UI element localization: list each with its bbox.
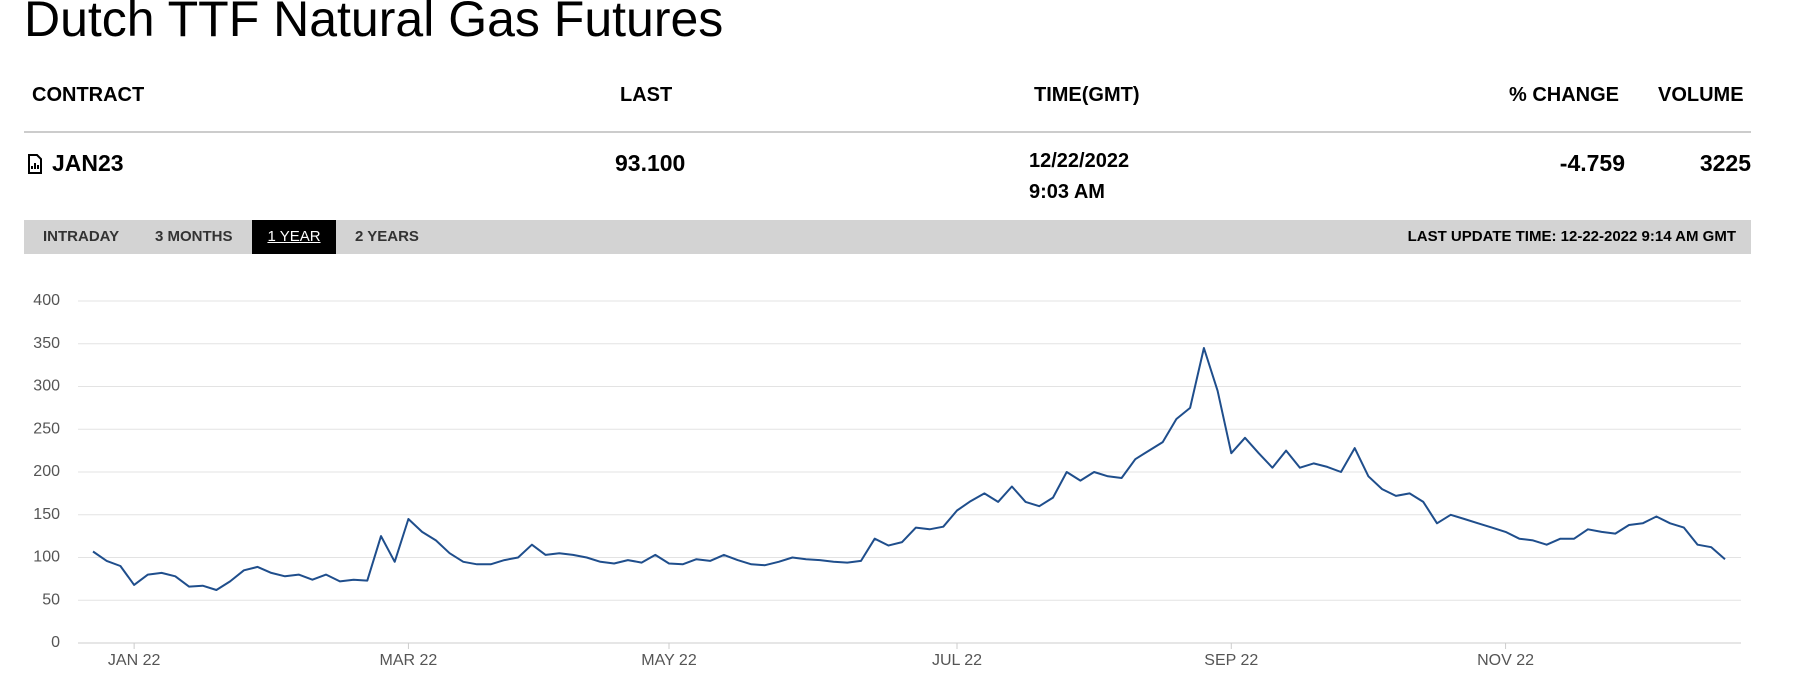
- y-tick-label: 150: [33, 506, 60, 523]
- y-tick-label: 400: [33, 292, 60, 309]
- last-price: 93.100: [615, 150, 686, 176]
- volume: 3225: [1699, 150, 1751, 176]
- trade-time: 9:03 AM: [1029, 181, 1105, 203]
- y-tick-label: 0: [51, 634, 60, 651]
- contract-icon: [28, 154, 42, 174]
- percent-change: -4.759: [1559, 150, 1625, 176]
- x-tick-label: JAN 22: [108, 652, 161, 669]
- column-header: CONTRACT: [32, 84, 145, 106]
- y-tick-label: 300: [33, 378, 60, 395]
- column-header: TIME(GMT): [1034, 84, 1140, 106]
- tab-active[interactable]: 1 YEAR: [252, 220, 336, 254]
- contract-link[interactable]: JAN23: [52, 150, 124, 176]
- x-tick-label: NOV 22: [1477, 652, 1534, 669]
- x-tick-label: SEP 22: [1204, 652, 1258, 669]
- page-title: Dutch TTF Natural Gas Futures: [24, 0, 724, 47]
- x-tick-label: MAR 22: [380, 652, 438, 669]
- y-tick-label: 100: [33, 549, 60, 566]
- y-tick-label: 250: [33, 420, 60, 437]
- column-header: LAST: [620, 84, 673, 106]
- trade-date: 12/22/2022: [1029, 150, 1130, 172]
- divider: [24, 131, 1751, 133]
- column-header: VOLUME: [1658, 84, 1744, 106]
- y-tick-label: 200: [33, 463, 60, 480]
- y-tick-label: 350: [33, 335, 60, 352]
- y-tick-label: 50: [42, 591, 60, 608]
- tab[interactable]: INTRADAY: [43, 228, 120, 245]
- tab[interactable]: 3 MONTHS: [155, 228, 233, 245]
- tab[interactable]: 2 YEARS: [355, 228, 419, 245]
- last-update: LAST UPDATE TIME: 12-22-2022 9:14 AM GMT: [1407, 228, 1736, 245]
- x-tick-label: JUL 22: [932, 652, 982, 669]
- price-line: [92, 347, 1726, 591]
- column-header: % CHANGE: [1509, 84, 1620, 106]
- x-tick-label: MAY 22: [641, 652, 697, 669]
